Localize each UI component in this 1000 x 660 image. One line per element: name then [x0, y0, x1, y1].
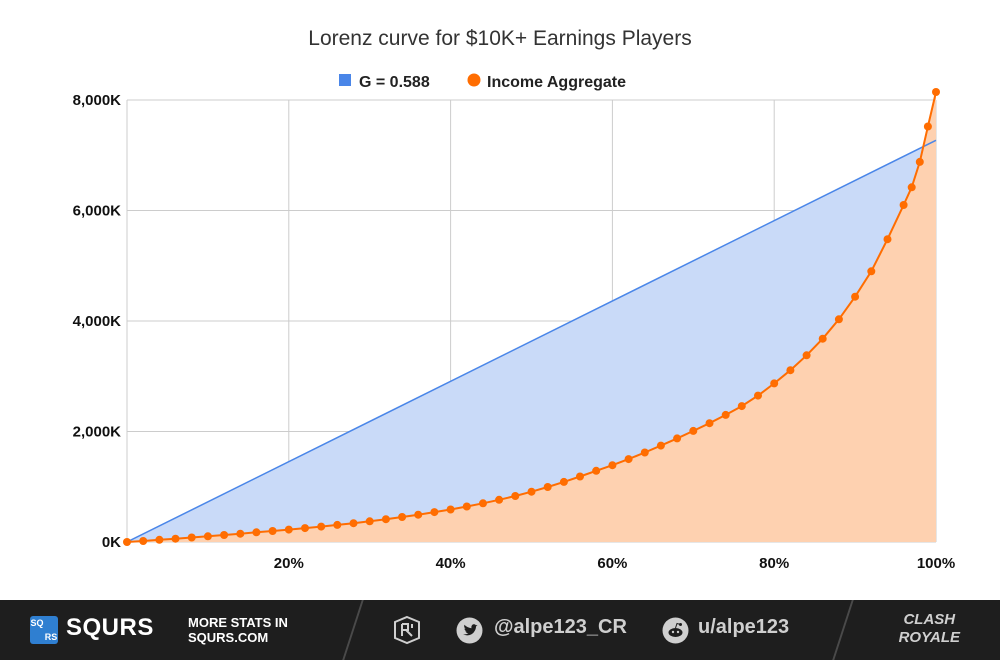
income-aggregate-point — [689, 426, 698, 435]
footer-divider — [342, 600, 364, 660]
income-aggregate-point — [187, 533, 196, 542]
income-aggregate-point — [656, 441, 665, 450]
footer-bar: SQ RS SQURS MORE STATS IN SQURS.COM @alp… — [0, 600, 1000, 660]
income-aggregate-point — [786, 366, 795, 375]
income-aggregate-point — [430, 508, 439, 517]
y-tick-label: 0K — [102, 534, 121, 551]
more-stats-url: SQURS.COM — [188, 630, 269, 645]
income-aggregate-point — [511, 492, 520, 500]
x-tick-label: 20% — [274, 555, 304, 572]
income-aggregate-point — [349, 519, 358, 528]
income-aggregate-point — [802, 351, 811, 360]
y-tick-label: 2,000K — [73, 424, 122, 441]
brand-logo-blank-2 — [30, 630, 44, 644]
income-aggregate-point — [365, 517, 374, 526]
income-aggregate-point — [203, 532, 212, 541]
reddit-icon[interactable] — [662, 617, 689, 644]
income-aggregate-point — [139, 537, 148, 545]
chart-title: Lorenz curve for $10K+ Earnings Players — [308, 27, 691, 50]
game-logo-line2: ROYALE — [898, 629, 960, 646]
brand-logo-text-bottom: RS — [44, 632, 58, 642]
income-aggregate-point — [236, 529, 245, 538]
income-aggregate-point — [818, 334, 827, 343]
legend-swatch-gini — [339, 74, 351, 86]
income-aggregate-point — [381, 515, 390, 524]
legend-label-gini: G = 0.588 — [359, 74, 430, 91]
income-aggregate-point — [414, 510, 423, 519]
income-aggregate-point — [123, 538, 131, 546]
income-aggregate-point — [705, 419, 714, 428]
more-stats-text: MORE STATS IN — [188, 615, 288, 630]
x-tick-label: 100% — [917, 555, 955, 572]
income-aggregate-point — [867, 267, 876, 276]
income-aggregate-point — [899, 201, 908, 209]
brand-logo-text-top: SQ — [30, 618, 44, 628]
x-tick-label: 40% — [436, 555, 466, 572]
income-aggregate-point — [770, 379, 779, 388]
y-tick-label: 6,000K — [73, 203, 122, 220]
income-aggregate-point — [284, 525, 293, 534]
twitter-icon[interactable] — [456, 617, 483, 644]
x-tick-label: 80% — [759, 555, 789, 572]
income-aggregate-point — [527, 487, 536, 496]
income-aggregate-point — [495, 495, 504, 504]
income-aggregate-point — [252, 528, 261, 537]
income-aggregate-point — [907, 183, 916, 192]
income-aggregate-point — [737, 402, 746, 411]
income-aggregate-point — [559, 477, 568, 486]
income-aggregate-point — [851, 292, 860, 301]
axis-labels: 0K 2,000K 4,000K 6,000K 8,000K 20% 40% 60% 80% 10… — [73, 92, 956, 572]
income-aggregate-point — [317, 522, 326, 531]
brand-logo-icon[interactable]: SQ RS — [30, 616, 58, 644]
income-aggregate-point — [462, 502, 471, 511]
income-aggregate-point — [155, 535, 164, 544]
lorenz-chart: Lorenz curve for $10K+ Earnings Players … — [73, 27, 956, 572]
income-aggregate-point — [220, 531, 229, 539]
income-aggregate-point — [446, 505, 455, 514]
income-aggregate-point — [754, 391, 762, 400]
twitter-handle[interactable]: @alpe123_CR — [494, 616, 627, 638]
income-aggregate-point — [834, 315, 843, 324]
x-tick-label: 60% — [597, 555, 627, 572]
income-aggregate-point — [543, 483, 552, 491]
brand-name[interactable]: SQURS — [66, 614, 154, 641]
income-aggregate-point — [923, 122, 932, 131]
income-aggregate-point — [301, 524, 309, 533]
clash-royale-logo-icon[interactable]: CLASH ROYALE — [899, 611, 960, 647]
y-tick-label: 8,000K — [73, 92, 122, 109]
income-aggregate-point — [915, 157, 924, 166]
income-aggregate-point — [171, 534, 180, 543]
legend-label-income-aggregate: Income Aggregate — [487, 74, 626, 91]
income-aggregate-point — [479, 499, 487, 508]
brand-logo-blank — [44, 616, 58, 630]
income-aggregate-area — [127, 92, 936, 542]
equality-line — [126, 139, 937, 543]
legend-swatch-income-aggregate — [467, 73, 481, 87]
income-aggregate-point — [576, 472, 584, 481]
income-aggregate-point — [398, 513, 407, 521]
y-tick-label: 4,000K — [73, 313, 122, 330]
reddit-handle[interactable]: u/alpe123 — [698, 616, 790, 638]
chart-legend: G = 0.588 Income Aggregate — [339, 73, 626, 91]
game-logo-line1: CLASH — [903, 611, 956, 628]
income-aggregate-point — [608, 461, 617, 470]
shield-logo-icon[interactable] — [392, 615, 422, 645]
income-aggregate-point — [592, 466, 601, 475]
income-aggregate-point — [883, 235, 892, 244]
income-aggregate-point — [333, 520, 342, 529]
more-stats-link[interactable]: MORE STATS IN SQURS.COM — [188, 615, 318, 645]
income-aggregate-point — [268, 527, 277, 535]
income-aggregate-point — [624, 455, 633, 464]
series-markers — [123, 88, 940, 546]
area-fills — [127, 92, 936, 543]
footer-divider-2 — [832, 600, 854, 660]
income-aggregate-point — [640, 448, 649, 457]
income-aggregate-point — [673, 434, 682, 443]
chart-svg: Lorenz curve for $10K+ Earnings Players … — [73, 27, 956, 572]
income-aggregate-point — [932, 88, 940, 96]
income-aggregate-point — [721, 410, 730, 419]
